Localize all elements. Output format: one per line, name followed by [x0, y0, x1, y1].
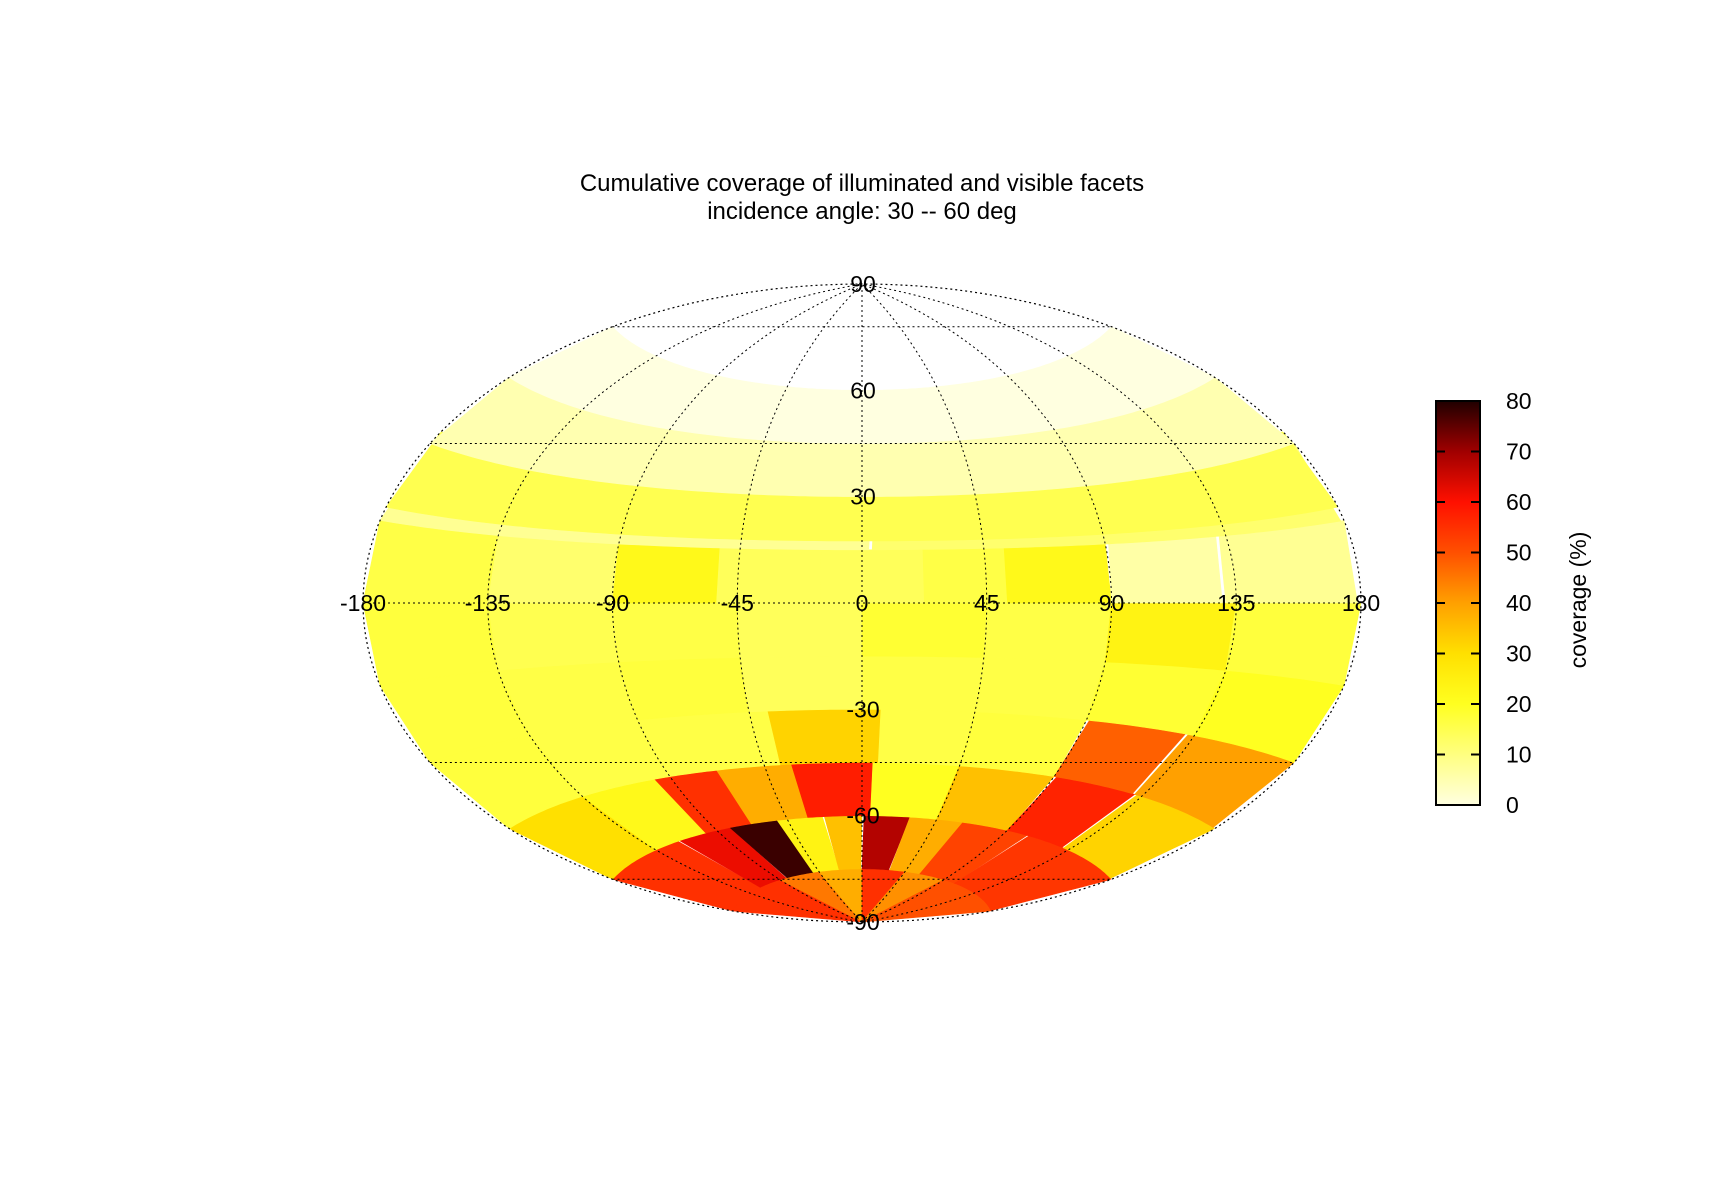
y-tick-label: 90 [850, 271, 876, 297]
x-tick-label: -180 [340, 590, 386, 616]
colorbar-tick-label: 70 [1506, 439, 1532, 465]
y-tick-label: 30 [850, 484, 876, 510]
y-tick-label: -60 [846, 803, 879, 829]
coverage-cell [861, 655, 985, 713]
coverage-cell [861, 602, 988, 658]
graticule [362, 283, 1362, 923]
coverage-cell [736, 602, 863, 658]
coverage-cells [363, 326, 1361, 922]
coverage-cell [877, 709, 976, 767]
x-tick-label: 0 [856, 590, 869, 616]
colorbar-tick-label: 20 [1506, 691, 1532, 717]
y-tick-label: -30 [846, 696, 879, 722]
axis-tick-labels: -180 -135 -90 -45 0 45 90 135 180 90 60 30 -30 -60 -90 [340, 271, 1380, 935]
meridian-line [736, 283, 863, 923]
coverage-cell [1003, 543, 1112, 604]
map-outline [362, 283, 1362, 923]
colorbar-tick-label: 0 [1506, 792, 1519, 818]
colorbar-tick-label: 10 [1506, 742, 1532, 768]
coverage-cell [983, 602, 1112, 663]
meridian-line [861, 283, 988, 923]
chart-subtitle: incidence angle: 30 -- 60 deg [707, 198, 1017, 225]
colorbar-tick-label: 40 [1506, 590, 1532, 616]
meridian-line [487, 283, 863, 923]
x-tick-label: -90 [596, 590, 629, 616]
x-tick-label: 180 [1342, 590, 1380, 616]
meridian-line [861, 283, 1237, 923]
coverage-cell [1108, 536, 1223, 604]
x-tick-label: 90 [1099, 590, 1125, 616]
chart-title: Cumulative coverage of illuminated and v… [580, 170, 1144, 197]
x-tick-label: 45 [974, 590, 1000, 616]
coverage-cell [820, 549, 925, 604]
y-tick-label: 60 [850, 377, 876, 403]
colorbar-tick-label: 60 [1506, 489, 1532, 515]
coverage-cell [739, 655, 863, 713]
y-tick-label: -90 [846, 909, 879, 935]
coverage-cell [618, 657, 750, 721]
coverage-cell [974, 657, 1106, 721]
colorbar-tick-label: 80 [1506, 388, 1532, 414]
x-tick-label: -45 [721, 590, 754, 616]
colorbar: 0 10 20 30 40 50 60 70 80 coverage (%) [1435, 388, 1591, 818]
x-tick-label: 135 [1217, 590, 1255, 616]
colorbar-tick-label: 30 [1506, 641, 1532, 667]
colorbar-tick-label: 50 [1506, 540, 1532, 566]
colorbar-label: coverage (%) [1565, 532, 1591, 669]
x-tick-label: -135 [465, 590, 511, 616]
